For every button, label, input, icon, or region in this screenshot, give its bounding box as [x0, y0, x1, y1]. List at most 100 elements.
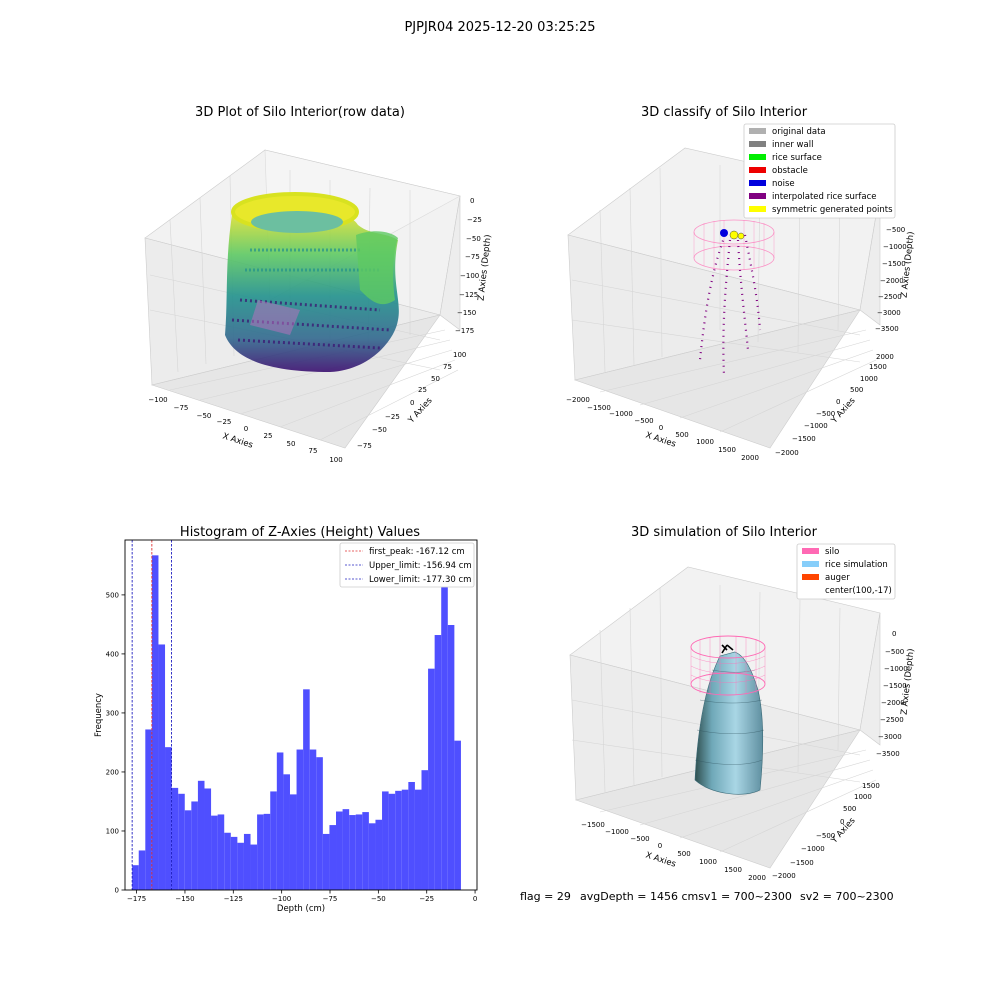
panel2-title: 3D classify of Silo Interior [641, 105, 808, 120]
histogram-bar [309, 749, 317, 890]
panel4-x-ticks: −1500 −1000 −500 0 500 1000 1500 2000 [581, 821, 766, 882]
histogram-bar [158, 644, 166, 890]
p2-ytick: −1500 [792, 435, 816, 443]
footer-flag: flag = 29 [520, 890, 571, 903]
p4-ytick: −2000 [772, 872, 796, 880]
histogram-bar [316, 757, 323, 890]
histogram-bar [408, 781, 415, 890]
histogram-bar [243, 833, 251, 890]
histogram-bar [434, 635, 442, 890]
p1-ztick: 0 [470, 197, 474, 205]
legend-label: inner wall [772, 140, 813, 150]
legend-swatch [749, 154, 766, 160]
p2-ytick: −500 [816, 410, 835, 418]
p2-ytick: −1000 [804, 422, 828, 430]
p2-xtick: −2000 [566, 396, 590, 404]
p4-ytick: 0 [840, 818, 844, 826]
panel4-z-ticks: 0 −500 −1000 −1500 −2000 −2500 −3000 −35… [876, 630, 908, 758]
p2-ztick: −500 [886, 226, 905, 234]
p1-xtick: −75 [174, 404, 189, 412]
histogram-bar [296, 749, 304, 890]
p1-xtick: 25 [264, 432, 273, 440]
p4-ztick: −2500 [880, 716, 904, 724]
histogram-bar [441, 587, 448, 890]
histogram-bars [132, 555, 461, 890]
panel4-simulation [690, 635, 766, 795]
histogram-bar [237, 842, 244, 890]
panel2-y-ticks: −2000 −1500 −1000 −500 0 500 1000 1500 2… [775, 353, 894, 457]
p1-xtick: 75 [309, 447, 318, 455]
p4-ztick: −2000 [881, 699, 905, 707]
panel4-legend: silo rice simulation auger center(100,-1… [796, 543, 896, 600]
p2-ytick: 500 [850, 386, 863, 394]
p2-ztick: −2000 [880, 277, 904, 285]
footer-avg-depth: avgDepth = 1456 cmsv1 = 700~2300 [580, 890, 792, 903]
x-tick-label: −50 [371, 895, 386, 903]
histogram-bar [447, 624, 455, 890]
histogram-bar [454, 740, 461, 890]
p4-ytick: 500 [843, 805, 856, 813]
p4-xlabel: X Axies [644, 850, 677, 869]
histogram-bar [336, 811, 343, 890]
p1-ztick: −100 [460, 272, 479, 280]
p4-ztick: −3500 [876, 750, 900, 758]
p2-ytick: 1500 [869, 363, 887, 371]
histogram-bar [171, 787, 179, 890]
p1-zlabel: Z Axies (Depth) [477, 234, 494, 301]
p1-ztick: −75 [465, 253, 480, 261]
p1-ytick: 100 [453, 351, 466, 359]
panel-simulation-3d: 3D simulation of Silo Interior silo rice… [569, 525, 916, 882]
panel1-z-ticks: 0 −25 −50 −75 −100 −125 −150 −175 [455, 197, 482, 335]
p2-zlabel: Z Axies (Depth) [900, 231, 917, 298]
legend-swatch [749, 141, 766, 147]
panel2-z-ticks: −500 −1000 −1500 −2000 −2500 −3000 −3500 [875, 226, 907, 333]
legend-label: first_peak: -167.12 cm [369, 547, 465, 557]
histogram-bar [178, 793, 185, 890]
x-tick-label: −125 [224, 895, 243, 903]
histogram-bar [395, 790, 402, 890]
histogram-bar [197, 780, 205, 890]
histogram-bar [191, 801, 198, 890]
legend-label: rice surface [772, 153, 822, 163]
legend-label: silo [825, 547, 839, 557]
histogram-bar [355, 814, 363, 890]
p1-ztick: −125 [459, 291, 478, 299]
histogram-bar [401, 789, 409, 890]
p4-xtick: 2000 [748, 874, 766, 882]
p2-ztick: −1500 [882, 260, 906, 268]
p4-xtick: −1000 [605, 828, 629, 836]
panel1-y-ticks: −75 −50 −25 0 25 50 75 100 [357, 351, 466, 450]
p1-ytick: 75 [443, 363, 452, 371]
x-tick-label: −150 [175, 895, 194, 903]
p1-xtick: 0 [244, 425, 248, 433]
y-tick-label: 400 [106, 650, 119, 658]
y-tick-label: 500 [106, 591, 119, 599]
histogram-bar [329, 825, 337, 890]
x-tick-label: 0 [473, 895, 477, 903]
p4-ztick: −1000 [884, 665, 908, 673]
p2-ztick: −2500 [878, 293, 902, 301]
panel2-x-ticks: −2000 −1500 −1000 −500 0 500 1000 1500 2… [566, 396, 759, 462]
p1-ytick: −75 [357, 442, 372, 450]
histogram-bar [145, 729, 152, 890]
histogram-bar [342, 809, 350, 890]
panel1-x-ticks: −100 −75 −50 −25 0 25 50 75 100 [148, 396, 342, 464]
histogram-bar [349, 815, 356, 890]
p1-xtick: −25 [217, 418, 232, 426]
p1-ytick: 25 [418, 386, 427, 394]
p2-xtick: −1500 [587, 404, 611, 412]
x-tick-label: −75 [323, 895, 338, 903]
p1-ytick: 50 [431, 375, 440, 383]
legend-swatch [749, 180, 766, 186]
histogram-bar [230, 836, 238, 890]
figure-suptitle: PJPJR04 2025-12-20 03:25:25 [404, 20, 595, 35]
histogram-bar [322, 833, 330, 890]
p4-ytick: 1000 [854, 793, 872, 801]
panel1-point-cloud [225, 192, 399, 372]
p2-xtick: −1000 [609, 410, 633, 418]
histogram-bar [257, 814, 264, 890]
panel-classify-3d: 3D classify of Silo Interior original da… [566, 105, 916, 462]
histogram-bar [303, 689, 310, 890]
legend-swatch [749, 193, 766, 199]
p4-ytick: −500 [816, 832, 835, 840]
